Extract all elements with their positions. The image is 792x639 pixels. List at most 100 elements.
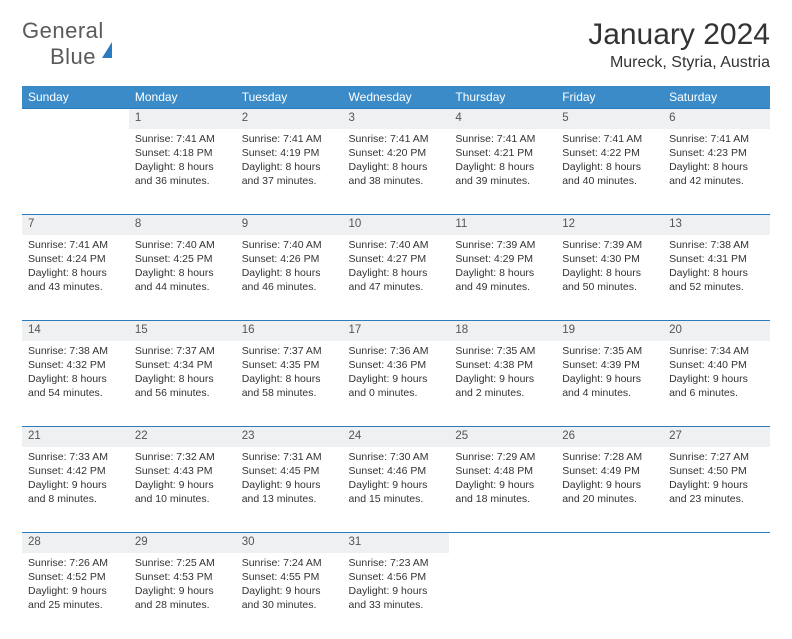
sunset-text: Sunset: 4:55 PM: [242, 570, 337, 584]
daylight-text: Daylight: 9 hours: [455, 372, 550, 386]
sunrise-text: Sunrise: 7:32 AM: [135, 450, 230, 464]
daylight-text: and 36 minutes.: [135, 174, 230, 188]
sunset-text: Sunset: 4:46 PM: [349, 464, 444, 478]
daylight-text: Daylight: 9 hours: [669, 372, 764, 386]
day-number-cell: 12: [556, 215, 663, 235]
day-body-row: Sunrise: 7:41 AMSunset: 4:18 PMDaylight:…: [22, 129, 770, 215]
day-number-row: 28293031: [22, 533, 770, 553]
day-body-cell: Sunrise: 7:38 AMSunset: 4:32 PMDaylight:…: [22, 341, 129, 427]
sunrise-text: Sunrise: 7:41 AM: [135, 132, 230, 146]
day-number-cell: 26: [556, 427, 663, 447]
weekday-header: Friday: [556, 86, 663, 109]
day-body-cell: Sunrise: 7:37 AMSunset: 4:34 PMDaylight:…: [129, 341, 236, 427]
day-number-cell: 7: [22, 215, 129, 235]
day-details: Sunrise: 7:37 AMSunset: 4:35 PMDaylight:…: [236, 341, 343, 407]
daylight-text: and 39 minutes.: [455, 174, 550, 188]
day-body-row: Sunrise: 7:26 AMSunset: 4:52 PMDaylight:…: [22, 553, 770, 639]
sunrise-text: Sunrise: 7:40 AM: [135, 238, 230, 252]
daylight-text: and 0 minutes.: [349, 386, 444, 400]
weekday-header: Wednesday: [343, 86, 450, 109]
daylight-text: Daylight: 8 hours: [669, 266, 764, 280]
sunset-text: Sunset: 4:21 PM: [455, 146, 550, 160]
daylight-text: and 54 minutes.: [28, 386, 123, 400]
sunset-text: Sunset: 4:53 PM: [135, 570, 230, 584]
sunrise-text: Sunrise: 7:39 AM: [455, 238, 550, 252]
day-number-cell: 19: [556, 321, 663, 341]
daylight-text: Daylight: 9 hours: [242, 584, 337, 598]
daylight-text: and 42 minutes.: [669, 174, 764, 188]
month-title: January 2024: [588, 18, 770, 52]
daylight-text: Daylight: 8 hours: [242, 160, 337, 174]
logo: General Blue: [22, 18, 112, 70]
daylight-text: and 37 minutes.: [242, 174, 337, 188]
daylight-text: Daylight: 8 hours: [135, 266, 230, 280]
day-details: Sunrise: 7:28 AMSunset: 4:49 PMDaylight:…: [556, 447, 663, 513]
day-details: Sunrise: 7:27 AMSunset: 4:50 PMDaylight:…: [663, 447, 770, 513]
sunrise-text: Sunrise: 7:41 AM: [242, 132, 337, 146]
day-details: Sunrise: 7:24 AMSunset: 4:55 PMDaylight:…: [236, 553, 343, 619]
day-body-cell: Sunrise: 7:35 AMSunset: 4:39 PMDaylight:…: [556, 341, 663, 427]
day-number-cell: 21: [22, 427, 129, 447]
day-number-cell: 6: [663, 109, 770, 129]
day-number-cell: 22: [129, 427, 236, 447]
day-details: Sunrise: 7:25 AMSunset: 4:53 PMDaylight:…: [129, 553, 236, 619]
day-number-cell: 1: [129, 109, 236, 129]
daylight-text: and 20 minutes.: [562, 492, 657, 506]
day-body-cell: Sunrise: 7:41 AMSunset: 4:23 PMDaylight:…: [663, 129, 770, 215]
daylight-text: and 47 minutes.: [349, 280, 444, 294]
day-number-cell: [556, 533, 663, 553]
day-body-row: Sunrise: 7:38 AMSunset: 4:32 PMDaylight:…: [22, 341, 770, 427]
day-body-cell: Sunrise: 7:41 AMSunset: 4:21 PMDaylight:…: [449, 129, 556, 215]
sunrise-text: Sunrise: 7:30 AM: [349, 450, 444, 464]
day-body-cell: Sunrise: 7:41 AMSunset: 4:19 PMDaylight:…: [236, 129, 343, 215]
day-number-cell: 4: [449, 109, 556, 129]
sunrise-text: Sunrise: 7:33 AM: [28, 450, 123, 464]
sunset-text: Sunset: 4:35 PM: [242, 358, 337, 372]
daylight-text: and 4 minutes.: [562, 386, 657, 400]
daylight-text: and 38 minutes.: [349, 174, 444, 188]
daylight-text: and 25 minutes.: [28, 598, 123, 612]
day-number-cell: [449, 533, 556, 553]
day-body-cell: Sunrise: 7:37 AMSunset: 4:35 PMDaylight:…: [236, 341, 343, 427]
day-body-cell: Sunrise: 7:26 AMSunset: 4:52 PMDaylight:…: [22, 553, 129, 639]
day-number-cell: 31: [343, 533, 450, 553]
sunrise-text: Sunrise: 7:36 AM: [349, 344, 444, 358]
day-body-row: Sunrise: 7:33 AMSunset: 4:42 PM Daylight:…: [22, 447, 770, 533]
day-body-cell: [449, 553, 556, 639]
daylight-text: Daylight: 9 hours: [135, 478, 230, 492]
day-body-cell: Sunrise: 7:32 AMSunset: 4:43 PMDaylight:…: [129, 447, 236, 533]
day-body-cell: Sunrise: 7:31 AMSunset: 4:45 PMDaylight:…: [236, 447, 343, 533]
day-details: Sunrise: 7:40 AMSunset: 4:25 PMDaylight:…: [129, 235, 236, 301]
sunrise-text: Sunrise: 7:24 AM: [242, 556, 337, 570]
day-number-cell: [663, 533, 770, 553]
daylight-text: and 28 minutes.: [135, 598, 230, 612]
day-number-cell: 24: [343, 427, 450, 447]
weekday-header: Saturday: [663, 86, 770, 109]
sunset-text: Sunset: 4:25 PM: [135, 252, 230, 266]
day-body-cell: Sunrise: 7:39 AMSunset: 4:30 PMDaylight:…: [556, 235, 663, 321]
day-details: Sunrise: 7:41 AMSunset: 4:22 PMDaylight:…: [556, 129, 663, 195]
weekday-header-row: Sunday Monday Tuesday Wednesday Thursday…: [22, 86, 770, 109]
sunset-text: Sunset: 4:42 PM: [28, 464, 123, 478]
day-details: Sunrise: 7:36 AMSunset: 4:36 PMDaylight:…: [343, 341, 450, 407]
sunrise-text: Sunrise: 7:28 AM: [562, 450, 657, 464]
day-body-cell: Sunrise: 7:36 AMSunset: 4:36 PMDaylight:…: [343, 341, 450, 427]
day-body-cell: Sunrise: 7:38 AMSunset: 4:31 PMDaylight:…: [663, 235, 770, 321]
day-number-row: 123456: [22, 109, 770, 129]
sunrise-text: Sunrise: 7:40 AM: [242, 238, 337, 252]
day-body-cell: Sunrise: 7:34 AMSunset: 4:40 PMDaylight:…: [663, 341, 770, 427]
day-body-cell: Sunrise: 7:24 AMSunset: 4:55 PMDaylight:…: [236, 553, 343, 639]
day-number-cell: 17: [343, 321, 450, 341]
day-body-cell: Sunrise: 7:40 AMSunset: 4:25 PMDaylight:…: [129, 235, 236, 321]
day-body-cell: Sunrise: 7:27 AMSunset: 4:50 PMDaylight:…: [663, 447, 770, 533]
day-details: Sunrise: 7:41 AMSunset: 4:20 PMDaylight:…: [343, 129, 450, 195]
day-number-cell: 5: [556, 109, 663, 129]
logo-word-1: General: [22, 18, 104, 43]
day-body-cell: Sunrise: 7:28 AMSunset: 4:49 PMDaylight:…: [556, 447, 663, 533]
day-details: Sunrise: 7:31 AMSunset: 4:45 PMDaylight:…: [236, 447, 343, 513]
day-details: Sunrise: 7:26 AMSunset: 4:52 PMDaylight:…: [22, 553, 129, 619]
day-body-cell: Sunrise: 7:41 AMSunset: 4:24 PMDaylight:…: [22, 235, 129, 321]
day-number-cell: 8: [129, 215, 236, 235]
daylight-text: Daylight: 9 hours: [28, 584, 123, 598]
sunset-text: Sunset: 4:19 PM: [242, 146, 337, 160]
